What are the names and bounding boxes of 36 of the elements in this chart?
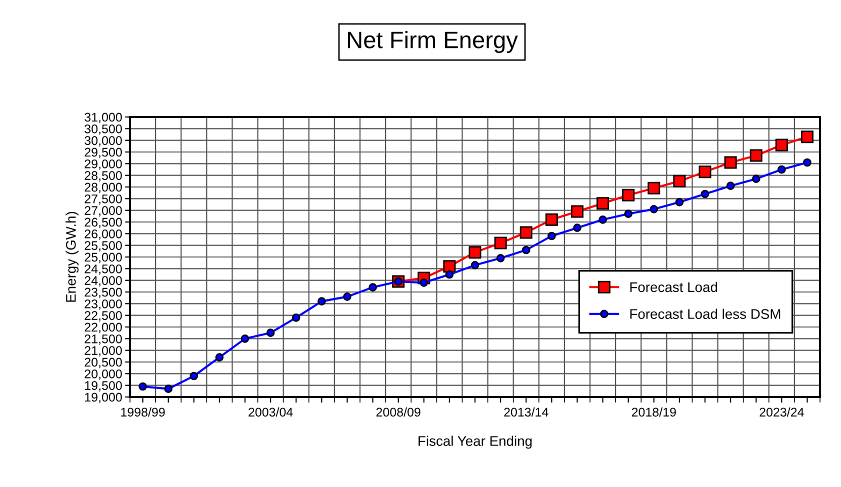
y-tick-label: 20,000 — [84, 369, 122, 380]
y-tick-label: 22,500 — [84, 311, 122, 322]
x-tick-label: 2008/09 — [376, 407, 420, 417]
y-tick-label: 22,000 — [84, 322, 122, 334]
y-tick-label: 28,500 — [84, 171, 122, 182]
y-tick-label: 19,500 — [85, 381, 122, 392]
y-tick-label: 21,500 — [84, 334, 122, 345]
y-tick-label: 27,000 — [84, 206, 122, 216]
y-tick-label: 25,000 — [84, 252, 122, 264]
y-tick-label: 29,500 — [84, 148, 122, 158]
x-tick-label: 2003/04 — [248, 407, 293, 417]
y-tick-label: 21,000 — [84, 346, 122, 356]
y-tick-label: 19,000 — [85, 392, 122, 404]
x-tick-label: 2018/19 — [632, 407, 676, 417]
y-tick-label: 25,500 — [84, 241, 122, 252]
y-tick-label: 31,000 — [84, 112, 122, 124]
y-tick-label: 26,000 — [84, 229, 122, 240]
y-tick-label: 23,500 — [84, 288, 122, 298]
y-tick-label: 24,000 — [84, 276, 122, 286]
y-tick-label: 20,500 — [84, 358, 122, 368]
y-tick-label: 24,500 — [84, 264, 122, 275]
x-tick-label: 2023/24 — [760, 407, 804, 417]
y-tick-label: 26,500 — [84, 218, 122, 228]
y-tick-label: 30,500 — [84, 124, 122, 135]
x-tick-label: 2013/14 — [504, 407, 548, 417]
x-axis-title: Fiscal Year Ending — [418, 436, 532, 449]
chart-title: Net Firm Energy — [348, 30, 518, 54]
y-axis-title: Energy (GW.h) — [66, 212, 79, 302]
x-tick-label: 1998/99 — [121, 407, 165, 417]
y-tick-label: 28,000 — [84, 182, 122, 194]
y-tick-label: 30,000 — [84, 136, 122, 146]
y-tick-label: 27,500 — [84, 194, 122, 205]
legend-label: Forecast Load — [630, 282, 718, 292]
y-tick-label: 23,000 — [84, 299, 122, 310]
legend-label: Forecast Load less DSM — [630, 308, 780, 319]
y-tick-label: 29,000 — [84, 159, 122, 170]
